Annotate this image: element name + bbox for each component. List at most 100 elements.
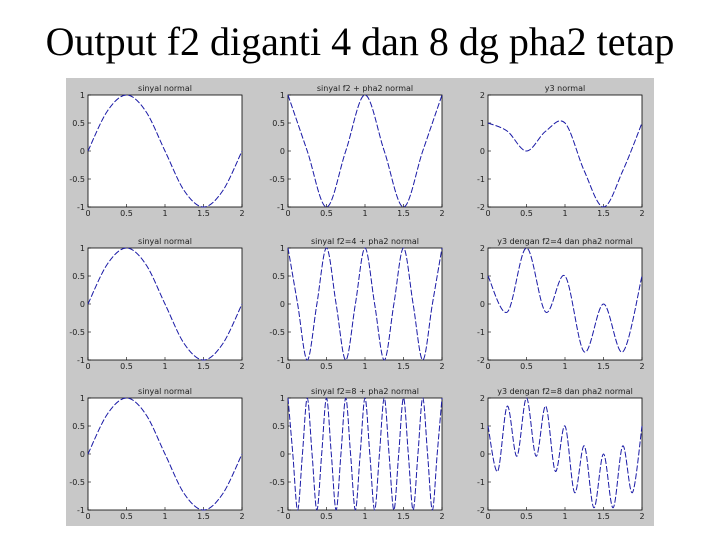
subplot-8-x-tick-label: 1.5 [397,512,410,521]
subplot-6-y-tick-label: 1 [480,272,485,281]
subplot-3-x-tick-label: 1 [562,209,567,218]
subplot-2-x-tick-label: 1 [362,209,367,218]
subplot-5-y-tick-label: 0.5 [272,272,285,281]
subplot-2-x-tick-label: 0 [285,209,290,218]
subplot-9-x-tick-label: 0 [485,512,490,521]
subplot-1-series-line [87,94,243,208]
subplot-7-x-tick-label: 2 [239,512,244,521]
subplot-7-x-tick-label: 1.5 [197,512,210,521]
subplot-9-x-tick-label: 1 [562,512,567,521]
subplot-9-x-tick-label: 2 [639,512,644,521]
subplot-8-x-tick-label: 2 [439,512,444,521]
subplot-3-x-tick-label: 1.5 [597,209,610,218]
subplot-7-y-tick-label: 0.5 [72,422,85,431]
subplot-7-series-line [87,397,243,511]
subplot-7-y-tick-label: 0 [80,450,85,459]
subplot-4-title: sinyal normal [138,237,192,246]
subplot-3-y-tick-label: 1 [480,119,485,128]
subplot-5-x-tick-label: 2 [439,362,444,371]
subplot-9-x-tick-label: 0.5 [520,512,533,521]
subplot-3-y-tick-label: 2 [480,91,485,100]
subplot-6-x-tick-label: 2 [639,362,644,371]
subplot-1-y-tick-label: 0 [80,147,85,156]
subplot-3-y-tick-label: 0 [480,147,485,156]
subplot-9-y-tick-label: -2 [477,506,485,515]
subplot-4-y-tick-label: -0.5 [69,328,85,337]
subplot-5-y-tick-label: -1 [277,356,285,365]
subplot-5-x-tick-label: 0.5 [320,362,333,371]
subplot-7-x-tick-label: 0 [85,512,90,521]
subplot-4-x-tick-label: 0.5 [120,362,133,371]
subplot-2-y-tick-label: -1 [277,203,285,212]
subplot-2-title: sinyal f2 + pha2 normal [317,84,413,93]
subplot-8-y-tick-label: -0.5 [269,478,285,487]
subplot-9-y-tick-label: 1 [480,422,485,431]
subplot-3-x-tick-label: 2 [639,209,644,218]
subplot-4-series-line [87,247,243,361]
subplot-1-title: sinyal normal [138,84,192,93]
subplot-7-x-tick-label: 0.5 [120,512,133,521]
subplot-2-series-line [287,94,443,208]
subplot-7-y-tick-label: 1 [80,394,85,403]
subplot-9-axes [487,397,643,511]
subplot-3-y-tick-label: -1 [477,175,485,184]
subplot-9-y-tick-label: -1 [477,478,485,487]
subplot-8-y-tick-label: 0 [280,450,285,459]
subplot-4-y-tick-label: 0 [80,300,85,309]
subplot-1-x-tick-label: 1 [162,209,167,218]
subplot-4-x-tick-label: 0 [85,362,90,371]
subplot-4-y-tick-label: 0.5 [72,272,85,281]
subplot-1-x-tick-label: 1.5 [197,209,210,218]
subplot-7-title: sinyal normal [138,387,192,396]
subplot-9-y-tick-label: 0 [480,450,485,459]
subplot-9-title: y3 dengan f2=8 dan pha2 normal [497,387,633,396]
subplot-4-x-tick-label: 2 [239,362,244,371]
subplot-9-x-tick-label: 1.5 [597,512,610,521]
subplot-grid: sinyal normal 0 0.5 1 1.5 2 1 0.5 0 -0.5 -1 sinyal … [69,84,644,521]
subplot-5-y-tick-label: -0.5 [269,328,285,337]
subplot-2-y-tick-label: -0.5 [269,175,285,184]
subplot-2-y-tick-label: 1 [280,91,285,100]
subplot-1-x-tick-label: 0.5 [120,209,133,218]
subplot-5-x-tick-label: 0 [285,362,290,371]
subplot-8-axes [287,397,443,511]
subplot-9-series-line [487,397,643,509]
subplot-6-series-line [487,247,643,353]
subplot-1-y-tick-label: 1 [80,91,85,100]
slide-title: Output f2 diganti 4 dan 8 dg pha2 tetap [45,19,675,64]
subplot-6-y-tick-label: -2 [477,356,485,365]
subplot-3-y-tick-label: -2 [477,203,485,212]
subplot-7-y-tick-label: -0.5 [69,478,85,487]
subplot-3-x-tick-label: 0 [485,209,490,218]
subplot-7-y-tick-label: -1 [77,506,85,515]
subplot-2-x-tick-label: 0.5 [320,209,333,218]
subplot-2-x-tick-label: 1.5 [397,209,410,218]
subplot-2-y-tick-label: 0.5 [272,119,285,128]
subplot-6-x-tick-label: 0 [485,362,490,371]
subplot-5-axes [287,247,443,361]
subplot-1-y-tick-label: -0.5 [69,175,85,184]
subplot-8-y-tick-label: 1 [280,394,285,403]
subplot-1-y-tick-label: -1 [77,203,85,212]
subplot-5-title: sinyal f2=4 + pha2 normal [311,237,419,246]
subplot-4-y-tick-label: 1 [80,244,85,253]
subplot-8-x-tick-label: 0 [285,512,290,521]
subplot-4-x-tick-label: 1.5 [197,362,210,371]
subplot-3-axes [487,94,643,208]
subplot-1-x-tick-label: 0 [85,209,90,218]
subplot-6-title: y3 dengan f2=4 dan pha2 normal [497,237,633,246]
subplot-8-y-tick-label: 0.5 [272,422,285,431]
subplot-5-x-tick-label: 1 [362,362,367,371]
subplot-8-y-tick-label: -1 [277,506,285,515]
subplot-8-x-tick-label: 1 [362,512,367,521]
subplot-6-y-tick-label: 2 [480,244,485,253]
subplot-5-series-line [287,247,443,361]
subplot-1-x-tick-label: 2 [239,209,244,218]
subplot-4-x-tick-label: 1 [162,362,167,371]
subplot-6-y-tick-label: 0 [480,300,485,309]
subplot-6-x-tick-label: 0.5 [520,362,533,371]
subplot-6-x-tick-label: 1 [562,362,567,371]
subplot-6-y-tick-label: -1 [477,328,485,337]
subplot-4-y-tick-label: -1 [77,356,85,365]
subplot-3-series-line [487,120,643,208]
